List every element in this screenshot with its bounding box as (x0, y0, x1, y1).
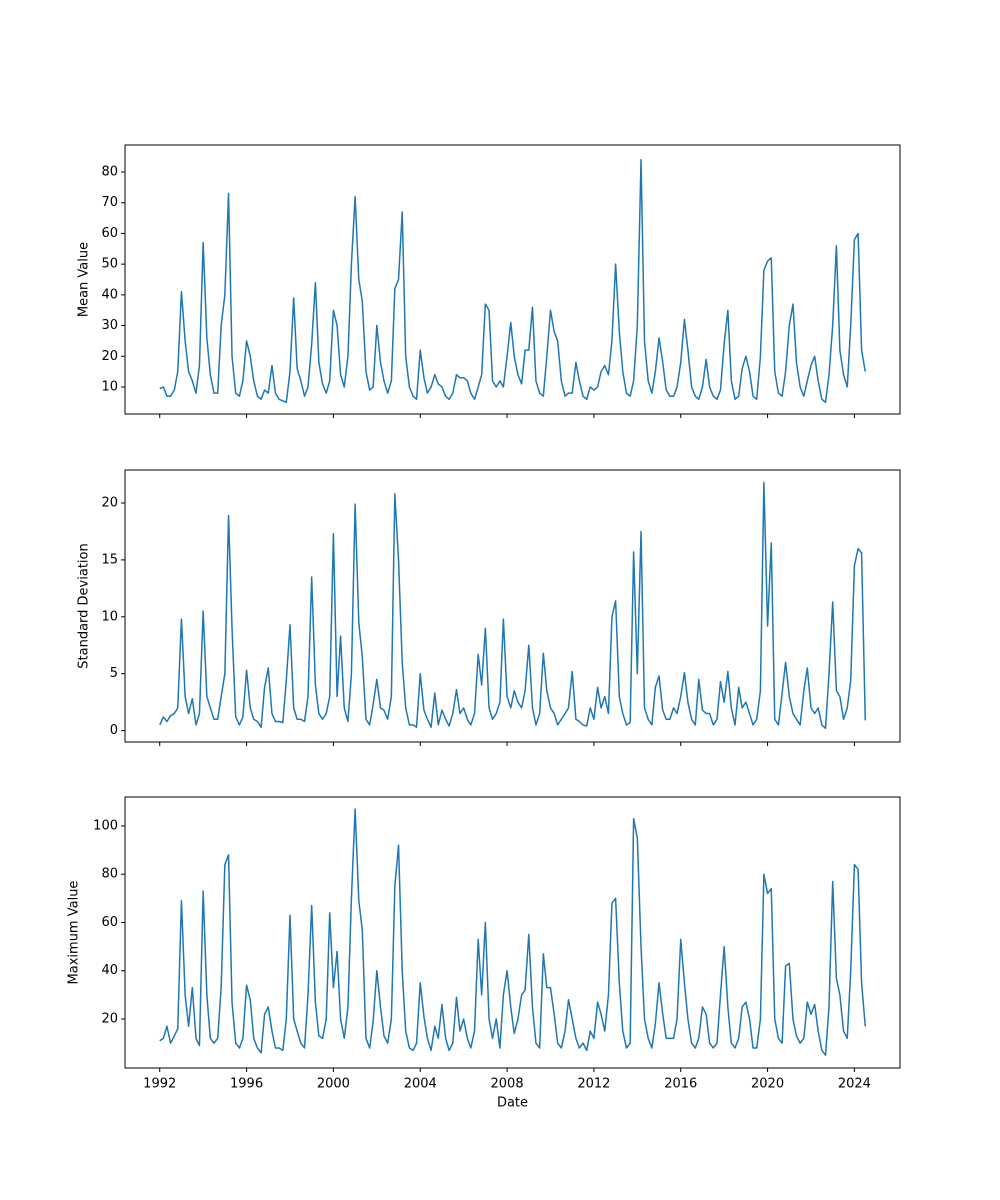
x-tick-label: 2020 (751, 1077, 784, 1092)
y-tick-label: 30 (101, 318, 118, 333)
y-tick-label: 60 (101, 915, 118, 930)
x-tick-label: 1992 (143, 1077, 176, 1092)
x-tick-label: 2000 (317, 1077, 350, 1092)
y-tick-label: 80 (101, 165, 118, 180)
x-tick-label: 2016 (664, 1077, 697, 1092)
y-tick-label: 20 (101, 349, 118, 364)
y-tick-label: 80 (101, 867, 118, 882)
data-line (159, 158, 867, 404)
x-tick-label: 2024 (838, 1077, 871, 1092)
y-tick-label: 60 (101, 226, 118, 241)
data-line (159, 808, 867, 1056)
y-tick-label: 10 (101, 609, 118, 624)
x-tick-label: 1996 (230, 1077, 263, 1092)
y-axis-label: Standard Deviation (77, 543, 92, 668)
y-axis-label: Mean Value (77, 242, 92, 317)
y-tick-label: 40 (101, 287, 118, 302)
y-tick-label: 15 (101, 552, 118, 567)
x-tick-label: 2008 (491, 1077, 524, 1092)
y-tick-label: 100 (93, 818, 118, 833)
y-tick-label: 70 (101, 195, 118, 210)
axes-frame (124, 144, 901, 415)
y-tick-label: 50 (101, 257, 118, 272)
x-tick-label: 2012 (577, 1077, 610, 1092)
y-tick-label: 40 (101, 963, 118, 978)
x-axis-label: Date (497, 1096, 528, 1111)
y-tick-label: 0 (110, 723, 118, 738)
y-tick-label: 10 (101, 379, 118, 394)
x-tick-label: 2004 (404, 1077, 437, 1092)
y-tick-label: 20 (101, 1012, 118, 1027)
y-axis-label: Maximum Value (67, 881, 82, 985)
data-line (159, 481, 867, 730)
y-tick-label: 5 (110, 666, 118, 681)
y-tick-label: 20 (101, 496, 118, 511)
axes-frame (124, 469, 901, 743)
axes-frame (124, 796, 901, 1069)
